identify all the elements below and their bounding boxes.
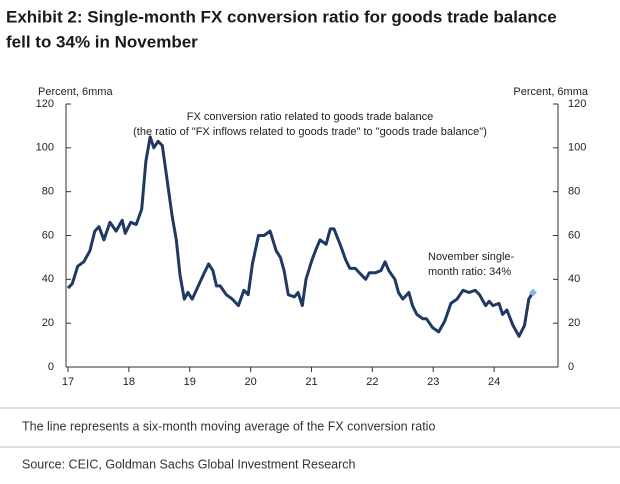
- source: Source: CEIC, Goldman Sachs Global Inves…: [22, 457, 356, 471]
- x-tick-label: 20: [244, 376, 256, 388]
- y2-tick-label: 60: [568, 229, 580, 241]
- chart-title: Exhibit 2: Single-month FX conversion ra…: [6, 7, 557, 26]
- y2-tick-label: 40: [568, 273, 580, 285]
- x-tick-label: 19: [184, 376, 196, 388]
- y-tick-label: 20: [42, 317, 54, 329]
- y2-axis-label: Percent, 6mma: [513, 86, 588, 98]
- y-tick-label: 40: [42, 273, 54, 285]
- y2-tick-label: 80: [568, 186, 580, 198]
- x-tick-label: 18: [123, 376, 135, 388]
- line-series: [66, 135, 535, 338]
- y-tick-label: 0: [48, 361, 54, 373]
- annotation: FX conversion ratio related to goods tra…: [187, 111, 433, 123]
- x-tick-label: 17: [62, 376, 74, 388]
- y-tick-label: 120: [36, 98, 54, 110]
- x-tick-label: 23: [427, 376, 439, 388]
- y2-tick-label: 120: [568, 98, 586, 110]
- annotation: (the ratio of "FX inflows related to goo…: [133, 126, 487, 138]
- y-axis-label: Percent, 6mma: [38, 86, 113, 98]
- x-tick-label: 21: [305, 376, 317, 388]
- annotation: month ratio: 34%: [428, 266, 511, 278]
- annotation: November single-: [428, 251, 515, 263]
- chart-title: fell to 34% in November: [6, 32, 198, 51]
- y-tick-label: 80: [42, 186, 54, 198]
- y2-tick-label: 100: [568, 142, 586, 154]
- y2-tick-label: 20: [568, 317, 580, 329]
- y-tick-label: 100: [36, 142, 54, 154]
- x-tick-label: 22: [366, 376, 378, 388]
- x-tick-label: 24: [488, 376, 500, 388]
- last-point-marker: [529, 288, 538, 297]
- y-tick-label: 60: [42, 229, 54, 241]
- footnote: The line represents a six-month moving a…: [22, 419, 435, 433]
- y2-tick-label: 0: [568, 361, 574, 373]
